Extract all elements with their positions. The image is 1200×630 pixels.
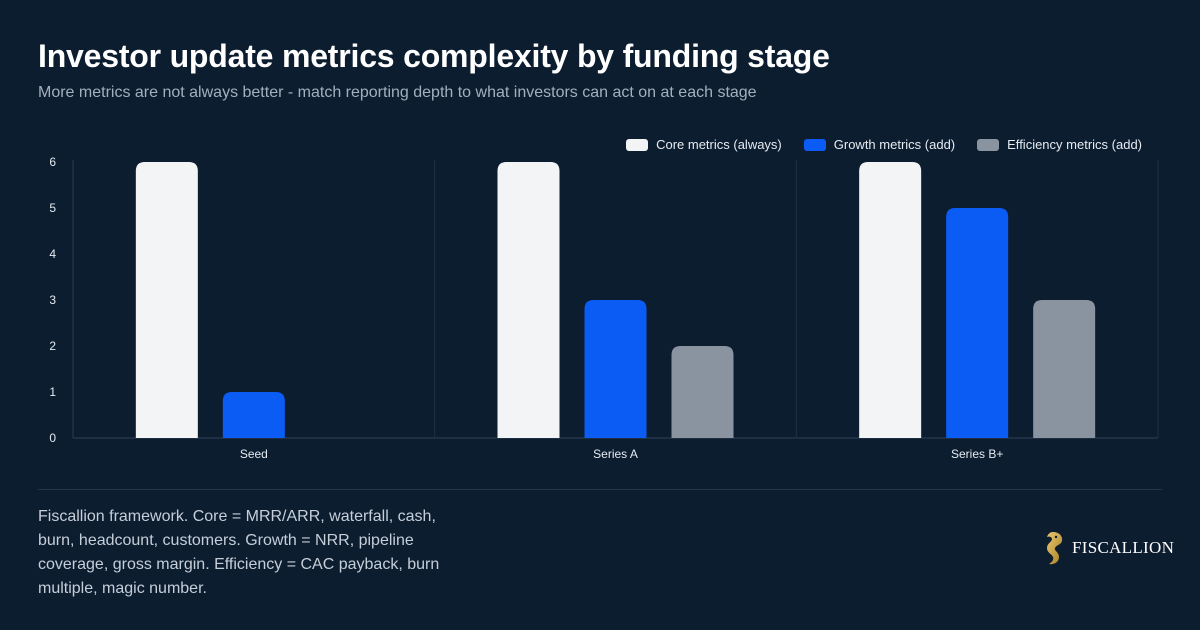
bar — [671, 346, 734, 438]
legend-swatch-efficiency — [977, 138, 1000, 151]
legend-item-efficiency: Efficiency metrics (add) — [977, 137, 1142, 152]
brand-logo: FISCALLION — [1040, 530, 1174, 566]
x-tick-label: Series A — [593, 447, 638, 461]
legend-swatch-growth — [803, 138, 826, 151]
chart-legend: Core metrics (always) Growth metrics (ad… — [626, 137, 1142, 152]
legend-label-efficiency: Efficiency metrics (add) — [1007, 137, 1142, 152]
legend-label-core: Core metrics (always) — [656, 137, 782, 152]
y-tick-label: 4 — [49, 247, 56, 261]
bar — [1033, 300, 1096, 438]
bar — [222, 392, 285, 438]
legend-item-core: Core metrics (always) — [626, 137, 782, 152]
footer-divider — [38, 489, 1162, 490]
y-tick-label: 2 — [49, 339, 56, 353]
x-tick-label: Series B+ — [951, 447, 1003, 461]
y-tick-label: 5 — [49, 201, 56, 215]
legend-item-growth: Growth metrics (add) — [803, 137, 956, 152]
legend-label-growth: Growth metrics (add) — [833, 137, 956, 152]
x-tick-label: Seed — [240, 447, 268, 461]
bar — [135, 162, 198, 438]
chart-title: Investor update metrics complexity by fu… — [38, 38, 830, 74]
y-tick-label: 0 — [49, 431, 56, 445]
chart-subtitle: More metrics are not always better - mat… — [38, 84, 757, 101]
brand-name: FISCALLION — [1072, 538, 1175, 557]
legend-swatch-core — [626, 138, 649, 151]
bar — [859, 162, 922, 438]
y-tick-label: 1 — [49, 385, 56, 399]
y-tick-label: 6 — [49, 155, 56, 169]
seahorse-logo-icon — [1047, 532, 1063, 565]
footnote: Fiscallion framework. Core = MRR/ARR, wa… — [38, 508, 440, 597]
bar — [946, 208, 1009, 438]
bar — [497, 162, 560, 438]
bar — [584, 300, 647, 438]
y-tick-label: 3 — [49, 293, 56, 307]
